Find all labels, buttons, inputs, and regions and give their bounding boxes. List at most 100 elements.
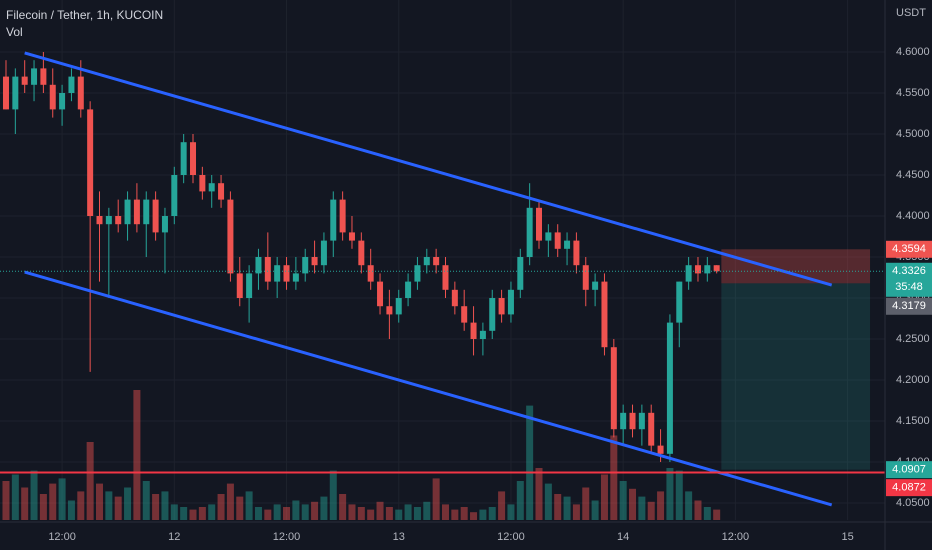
candle-body [190,142,197,176]
volume-bar [385,507,393,520]
candle-body [414,265,421,282]
candle-body [21,76,28,85]
volume-bar [170,504,178,520]
volume-bar [413,507,421,520]
y-tick-label: 4.4500 [896,169,930,181]
axes: 4.60004.55004.50004.45004.40004.35004.30… [48,46,929,543]
candle-body [554,232,561,249]
candle-body [358,240,365,266]
volume-bar [348,504,356,520]
candle-body [479,330,486,340]
volume-bar [329,470,337,520]
candles [2,51,720,463]
volume-bar [404,504,412,520]
candle-body [292,273,299,282]
candle-body [31,68,38,85]
stop-label-bg [886,240,932,258]
hline-label: 4.0872 [892,482,926,494]
volume-bar [535,468,543,520]
candle-body [283,265,290,282]
x-tick-label: 14 [617,531,629,543]
candle-body [264,257,271,282]
candle-body [433,257,440,266]
candle-body [320,240,327,266]
candle-body [451,289,458,307]
candle-body [573,240,580,266]
volume-bar [657,491,665,520]
volume-bar [357,507,365,520]
candle-body [96,216,103,225]
y-tick-label: 4.1500 [896,415,930,427]
last-price-label-bg [886,262,932,297]
volume-bar [320,496,328,520]
volume-bar [591,500,599,520]
volume-bar [507,504,515,520]
candle-body [395,298,402,315]
candle-body [348,232,355,241]
volume-bar [638,496,646,520]
volume-bar [67,500,75,520]
volume-bar [86,442,94,520]
stop-label: 4.3594 [892,243,926,255]
candle-body [208,183,215,192]
volume-bar [647,501,655,520]
candle-body [152,199,159,233]
trendline [24,270,833,507]
volume-bar [189,509,197,520]
volume-bar [142,481,150,520]
volume-bar [460,507,468,520]
volume-bar [563,496,571,520]
candle-body [115,216,122,225]
volume-pane [2,390,721,520]
x-tick-label: 13 [393,531,405,543]
volume-bar [572,504,580,520]
candle-body [517,257,524,290]
volume-bar [610,435,618,520]
candle-body [302,257,309,274]
volume-bar [582,487,590,520]
candle-body [236,273,243,299]
volume-bar [441,504,449,520]
candle-body [133,199,140,225]
candle-body [666,322,673,454]
volume-bar [2,481,10,520]
volume-bar [544,483,552,520]
candle-body [461,306,468,323]
volume-bar [124,487,132,520]
volume-bar [198,507,206,520]
y-tick-label: 4.2500 [896,333,930,345]
candle-body [105,216,112,225]
candle-body [713,265,720,272]
target-zone [721,283,871,470]
candle-body [470,322,477,340]
volume-bar [245,491,253,520]
candle-body [12,76,19,110]
volume-bar [675,470,683,520]
candle-body [367,265,374,282]
volume-bar [283,507,291,520]
volume-bar [161,491,169,520]
price-labels: 4.3594 4.3326 35:48 4.3179 4.0907 4.0872 [886,240,932,497]
candle-body [180,142,187,176]
candle-body [311,257,318,266]
volume-bar [526,405,534,520]
volume-bar [395,509,403,520]
candle-body [386,306,393,315]
position-tool [721,249,871,470]
volume-bar [479,509,487,520]
volume-bar [694,500,702,520]
volume-bar [236,496,244,520]
candle-body [657,445,664,454]
y-tick-label: 4.4000 [896,210,930,222]
volume-bar [339,494,347,520]
candle-body [255,257,262,274]
candle-body [638,412,645,430]
candle-body [442,265,449,290]
volume-bar [58,478,66,520]
candle-body [124,199,131,225]
candle-body [648,412,655,446]
candle-body [246,273,253,299]
stop-zone [721,249,871,284]
volume-bar [666,468,674,520]
x-tick-label: 12:00 [48,531,76,543]
